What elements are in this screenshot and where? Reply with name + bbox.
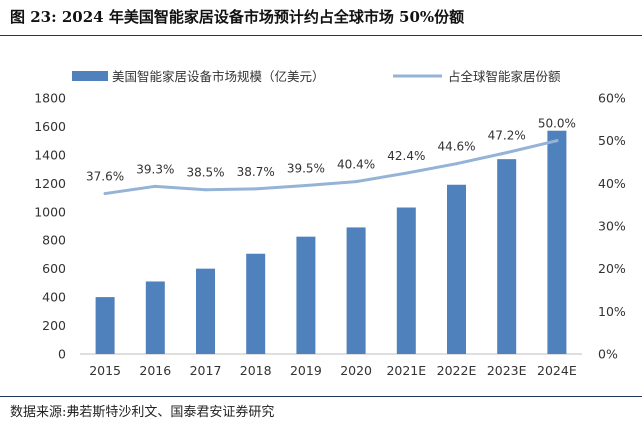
y-left-tick-label: 1800	[34, 91, 66, 106]
line-point	[304, 183, 308, 187]
legend-line-label: 占全球智能家居份额	[448, 69, 561, 84]
y-left-tick-label: 0	[58, 347, 66, 362]
bar	[547, 130, 567, 354]
legend-bar-swatch	[72, 71, 108, 81]
source-divider	[0, 396, 642, 397]
y-right-tick-label: 30%	[598, 219, 626, 234]
data-label: 38.5%	[186, 166, 224, 180]
x-tick-label: 2018	[240, 363, 272, 378]
y-left-tick-label: 1400	[34, 147, 66, 162]
line-point	[505, 151, 509, 155]
x-tick-label: 2022E	[437, 363, 477, 378]
y-left-tick-label: 600	[42, 261, 66, 276]
legend: 美国智能家居设备市场规模（亿美元） 占全球智能家居份额	[72, 69, 561, 84]
y-right-tick-label: 20%	[598, 261, 626, 276]
data-label: 38.7%	[237, 165, 275, 179]
data-label: 47.2%	[488, 129, 526, 143]
bar	[95, 297, 115, 354]
figure-title: 图 23: 2024 年美国智能家居设备市场预计约占全球市场 50%份额	[10, 8, 465, 26]
share-line	[103, 139, 559, 196]
y-left-tick-label: 1600	[34, 119, 66, 134]
y-right-tick-label: 10%	[598, 304, 626, 319]
data-label: 40.4%	[337, 158, 375, 172]
bar	[346, 227, 366, 354]
data-label: 37.6%	[86, 170, 124, 184]
bar	[296, 236, 316, 354]
bar	[196, 268, 215, 354]
x-tick-label: 2020	[340, 363, 372, 378]
x-tick-label: 2019	[290, 363, 322, 378]
bar	[396, 207, 416, 354]
bar	[145, 281, 165, 354]
line-series: 37.6% 39.3% 38.5% 38.7% 39.5% 40.4% 42.4% 44.6%…	[86, 117, 576, 196]
line-point	[254, 187, 258, 191]
x-tick-label: 2015	[89, 363, 121, 378]
legend-bar-label: 美国智能家居设备市场规模（亿美元）	[112, 69, 325, 84]
bar	[497, 159, 517, 354]
bar	[447, 184, 466, 354]
bar-series	[95, 130, 567, 354]
y-left-tick-label: 1200	[34, 176, 66, 191]
source-note: 数据来源:弗若斯特沙利文、国泰君安证券研究	[10, 405, 275, 420]
x-tick-label: 2021E	[386, 363, 426, 378]
y-right-tick-label: 50%	[598, 133, 626, 148]
line-point	[455, 162, 458, 166]
data-label: 50.0%	[538, 117, 576, 131]
data-label: 39.3%	[136, 162, 174, 176]
title-divider	[0, 35, 642, 36]
line-point	[153, 184, 157, 188]
y-left-tick-label: 400	[42, 290, 66, 305]
data-label: 44.6%	[437, 140, 475, 154]
line-point	[354, 180, 358, 184]
line-point	[103, 192, 107, 196]
data-label: 39.5%	[287, 161, 325, 175]
y-left-tick-label: 800	[42, 233, 66, 248]
x-tick-label: 2017	[190, 363, 222, 378]
y-right-tick-label: 60%	[598, 91, 626, 106]
y-left-tick-label: 1000	[34, 204, 66, 219]
line-point	[404, 171, 408, 175]
line-point	[204, 188, 207, 192]
data-label: 42.4%	[387, 149, 425, 163]
x-tick-label: 2016	[139, 363, 171, 378]
y-left-tick-label: 200	[42, 318, 66, 333]
bar	[246, 253, 266, 354]
chart: 美国智能家居设备市场规模（亿美元） 占全球智能家居份额 0 200 400 600 80…	[34, 69, 626, 379]
x-tick-label: 2023E	[487, 363, 527, 378]
y-right-tick-label: 40%	[598, 176, 626, 191]
line-point	[555, 139, 559, 143]
axes: 0 200 400 600 800 1000 1200 1400 1600 1800 0% 10% 20…	[34, 91, 626, 379]
x-tick-label: 2024E	[537, 363, 577, 378]
y-right-tick-label: 0%	[598, 347, 618, 362]
